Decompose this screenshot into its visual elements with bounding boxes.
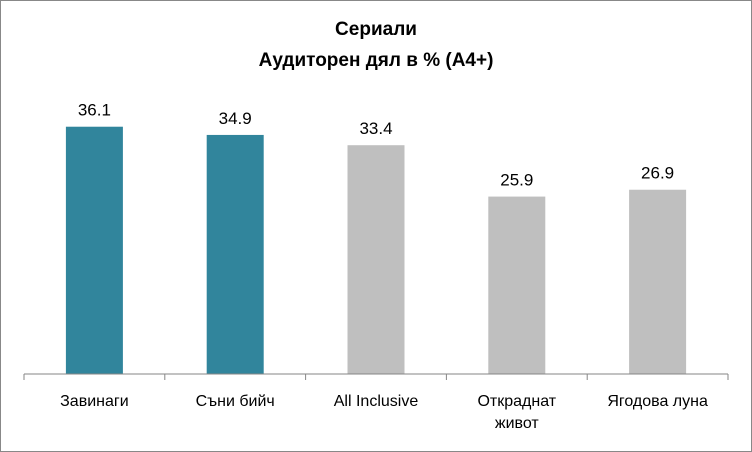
x-tick-label: Откраднат bbox=[477, 393, 556, 410]
x-tick-label: Съни бийч bbox=[196, 393, 275, 410]
data-label: 26.9 bbox=[641, 164, 674, 183]
x-tick-label: All Inclusive bbox=[334, 393, 419, 410]
x-tick-label: Ягодова луна bbox=[607, 393, 708, 410]
bar bbox=[629, 189, 687, 374]
chart-subtitle: Аудиторен дял в % (А4+) bbox=[258, 50, 494, 71]
bar bbox=[206, 134, 264, 374]
data-label: 36.1 bbox=[78, 101, 111, 120]
x-axis bbox=[23, 373, 729, 380]
bar bbox=[488, 196, 546, 374]
bar bbox=[347, 145, 405, 374]
x-tick-labels-group: Завинаги Съни бийч All Inclusive Откраднат ж… bbox=[60, 393, 708, 432]
data-label: 33.4 bbox=[359, 119, 392, 138]
data-labels-group: 36.1 34.9 33.4 25.9 26.9 bbox=[78, 101, 674, 190]
data-label: 25.9 bbox=[500, 171, 533, 190]
x-tick-label: живот bbox=[495, 415, 540, 432]
chart-title: Сериали bbox=[335, 19, 417, 40]
data-label: 34.9 bbox=[219, 109, 252, 128]
x-tick-label: Завинаги bbox=[60, 393, 129, 410]
bars-group bbox=[65, 126, 687, 374]
bar bbox=[65, 126, 123, 374]
